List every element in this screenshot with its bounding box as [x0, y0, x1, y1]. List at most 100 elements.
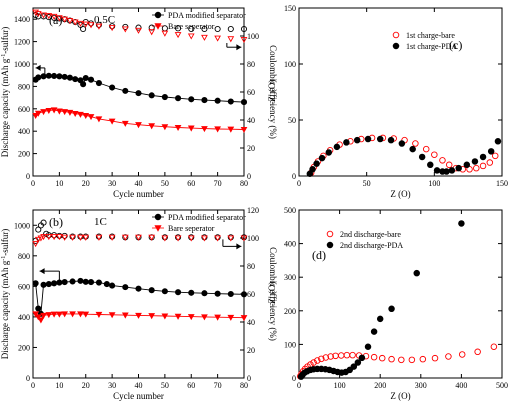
data-point	[431, 354, 439, 362]
y-tick-label: 100	[284, 340, 296, 349]
data-point	[51, 72, 58, 80]
y-right-tick-label: 80	[247, 262, 255, 271]
y-axis-label-part: Discharge capacity (mAh g	[0, 58, 10, 157]
data-point	[322, 354, 330, 361]
x-tick-label: 60	[187, 179, 195, 188]
legend-item: Bare seperator	[152, 224, 215, 233]
x-tick-label: 200	[374, 381, 386, 390]
series-line	[35, 75, 245, 103]
panel-label: (d)	[312, 248, 326, 262]
data-point	[455, 164, 462, 172]
data-point	[77, 311, 84, 318]
legend-item: PDA modified separator	[152, 11, 246, 20]
data-point	[412, 140, 419, 147]
data-point	[214, 97, 221, 104]
data-point	[32, 241, 40, 248]
legend-label: 2nd discharge-PDA	[340, 241, 403, 250]
axis-arrow-a-1	[226, 43, 242, 51]
data-point	[240, 25, 248, 33]
series-b-0	[32, 277, 248, 317]
data-point	[135, 90, 142, 97]
data-point	[188, 96, 195, 103]
data-point	[418, 153, 426, 161]
data-point	[61, 109, 69, 116]
data-point	[45, 234, 53, 241]
data-point	[71, 110, 79, 118]
y-tick-label: 1000	[14, 60, 30, 69]
data-point	[346, 366, 354, 374]
data-point	[388, 355, 395, 363]
data-point	[240, 126, 248, 134]
y-right-tick-label: 20	[247, 144, 255, 153]
data-point	[135, 24, 142, 31]
legend-item: 1st charge-PDA	[392, 42, 457, 51]
y-axis-label-superscript: -1	[1, 54, 7, 59]
x-tick-label: 50	[161, 179, 169, 188]
legend-label: Bare seperator	[168, 224, 215, 233]
data-point	[370, 328, 378, 335]
data-point	[309, 166, 316, 173]
data-point	[175, 95, 182, 102]
panel-label: (c)	[449, 38, 462, 52]
data-point	[95, 279, 102, 286]
x-tick-label: 80	[240, 381, 248, 390]
data-point	[121, 26, 129, 33]
data-point	[66, 18, 74, 25]
y-axis-label-part: -sulfur)	[0, 27, 10, 54]
x-tick-label: 50	[161, 381, 169, 390]
legend-marker	[326, 241, 334, 249]
data-point	[69, 278, 76, 285]
data-point	[108, 234, 116, 241]
data-point	[32, 9, 40, 16]
y-right-tick-label: 0	[247, 374, 251, 383]
data-point	[45, 312, 53, 319]
legend-label: 1st charge-PDA	[406, 42, 457, 51]
data-point	[82, 21, 90, 28]
data-point	[32, 280, 39, 287]
data-point	[40, 312, 47, 319]
data-point	[148, 313, 156, 320]
data-point	[187, 314, 195, 321]
data-point	[310, 359, 317, 366]
data-point	[34, 11, 42, 18]
data-point	[69, 234, 76, 241]
axis-arrow-b-0	[39, 268, 60, 282]
data-point	[37, 317, 45, 324]
x-tick-label: 20	[82, 381, 90, 390]
data-point	[354, 359, 362, 366]
data-point	[227, 290, 234, 298]
data-point	[214, 35, 221, 42]
data-point	[135, 27, 142, 34]
data-point	[445, 161, 453, 169]
data-point	[314, 357, 321, 364]
y-tick-label: 300	[284, 273, 296, 282]
data-point	[61, 279, 68, 286]
x-tick-label: 10	[55, 179, 63, 188]
data-point	[201, 290, 208, 297]
data-point	[61, 234, 69, 241]
data-point	[443, 168, 450, 175]
x-tick-label: 0	[297, 179, 301, 188]
data-point	[45, 72, 52, 79]
x-tick-label: 0	[31, 179, 35, 188]
legend-label: PDA modified separator	[168, 11, 246, 20]
data-point	[474, 348, 481, 356]
y-tick-label: 400	[18, 127, 30, 136]
data-point	[35, 226, 42, 233]
data-point	[337, 352, 345, 359]
data-point	[161, 25, 168, 32]
data-point	[325, 149, 333, 156]
series-line	[35, 109, 245, 130]
y-tick-label: 200	[18, 150, 30, 159]
data-point	[87, 76, 95, 83]
data-point	[121, 234, 129, 241]
legend-marker	[392, 42, 400, 50]
y-axis-label-right: Coulombic efficiency (%)	[268, 45, 278, 139]
x-tick-label: 400	[455, 381, 467, 390]
data-point	[82, 112, 90, 120]
data-point	[458, 220, 465, 227]
data-point	[122, 284, 129, 291]
panel-c: 0 50 100 150 0 50 100 150 Z (O) -Z' (O) (c)1st cha…	[267, 4, 508, 199]
data-point	[135, 122, 142, 129]
x-tick-label: 20	[82, 179, 90, 188]
